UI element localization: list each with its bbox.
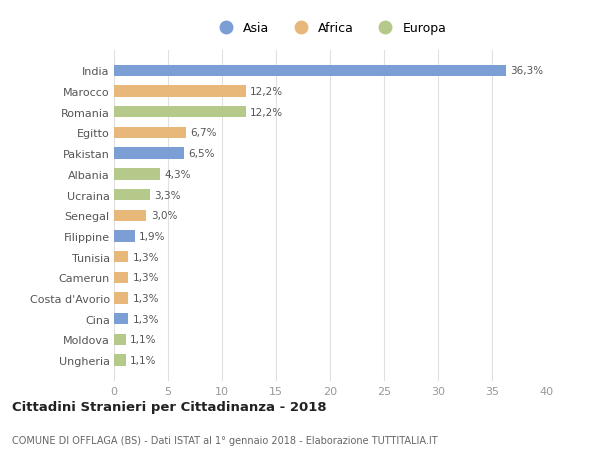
Bar xyxy=(114,210,146,221)
Text: 4,3%: 4,3% xyxy=(165,169,191,179)
Bar xyxy=(114,169,160,180)
Bar xyxy=(114,148,184,159)
Legend: Asia, Africa, Europa: Asia, Africa, Europa xyxy=(208,17,452,40)
Text: 3,0%: 3,0% xyxy=(151,211,177,221)
Text: 1,1%: 1,1% xyxy=(130,355,157,365)
Bar xyxy=(114,128,187,139)
Bar xyxy=(114,272,128,283)
Bar xyxy=(114,293,128,304)
Text: 36,3%: 36,3% xyxy=(511,66,544,76)
Text: COMUNE DI OFFLAGA (BS) - Dati ISTAT al 1° gennaio 2018 - Elaborazione TUTTITALIA: COMUNE DI OFFLAGA (BS) - Dati ISTAT al 1… xyxy=(12,435,437,445)
Text: 6,7%: 6,7% xyxy=(191,128,217,138)
Text: 1,9%: 1,9% xyxy=(139,231,166,241)
Text: 3,3%: 3,3% xyxy=(154,190,181,200)
Text: 1,3%: 1,3% xyxy=(133,314,159,324)
Text: 1,3%: 1,3% xyxy=(133,252,159,262)
Bar xyxy=(114,107,246,118)
Bar xyxy=(114,66,506,77)
Bar xyxy=(114,86,246,97)
Text: 12,2%: 12,2% xyxy=(250,107,283,118)
Text: 6,5%: 6,5% xyxy=(188,149,215,159)
Bar xyxy=(114,190,149,201)
Text: 1,1%: 1,1% xyxy=(130,335,157,345)
Text: 1,3%: 1,3% xyxy=(133,273,159,283)
Bar xyxy=(114,252,128,263)
Bar xyxy=(114,313,128,325)
Bar xyxy=(114,334,126,345)
Bar xyxy=(114,355,126,366)
Bar xyxy=(114,231,134,242)
Text: 1,3%: 1,3% xyxy=(133,293,159,303)
Text: 12,2%: 12,2% xyxy=(250,87,283,97)
Text: Cittadini Stranieri per Cittadinanza - 2018: Cittadini Stranieri per Cittadinanza - 2… xyxy=(12,400,326,413)
